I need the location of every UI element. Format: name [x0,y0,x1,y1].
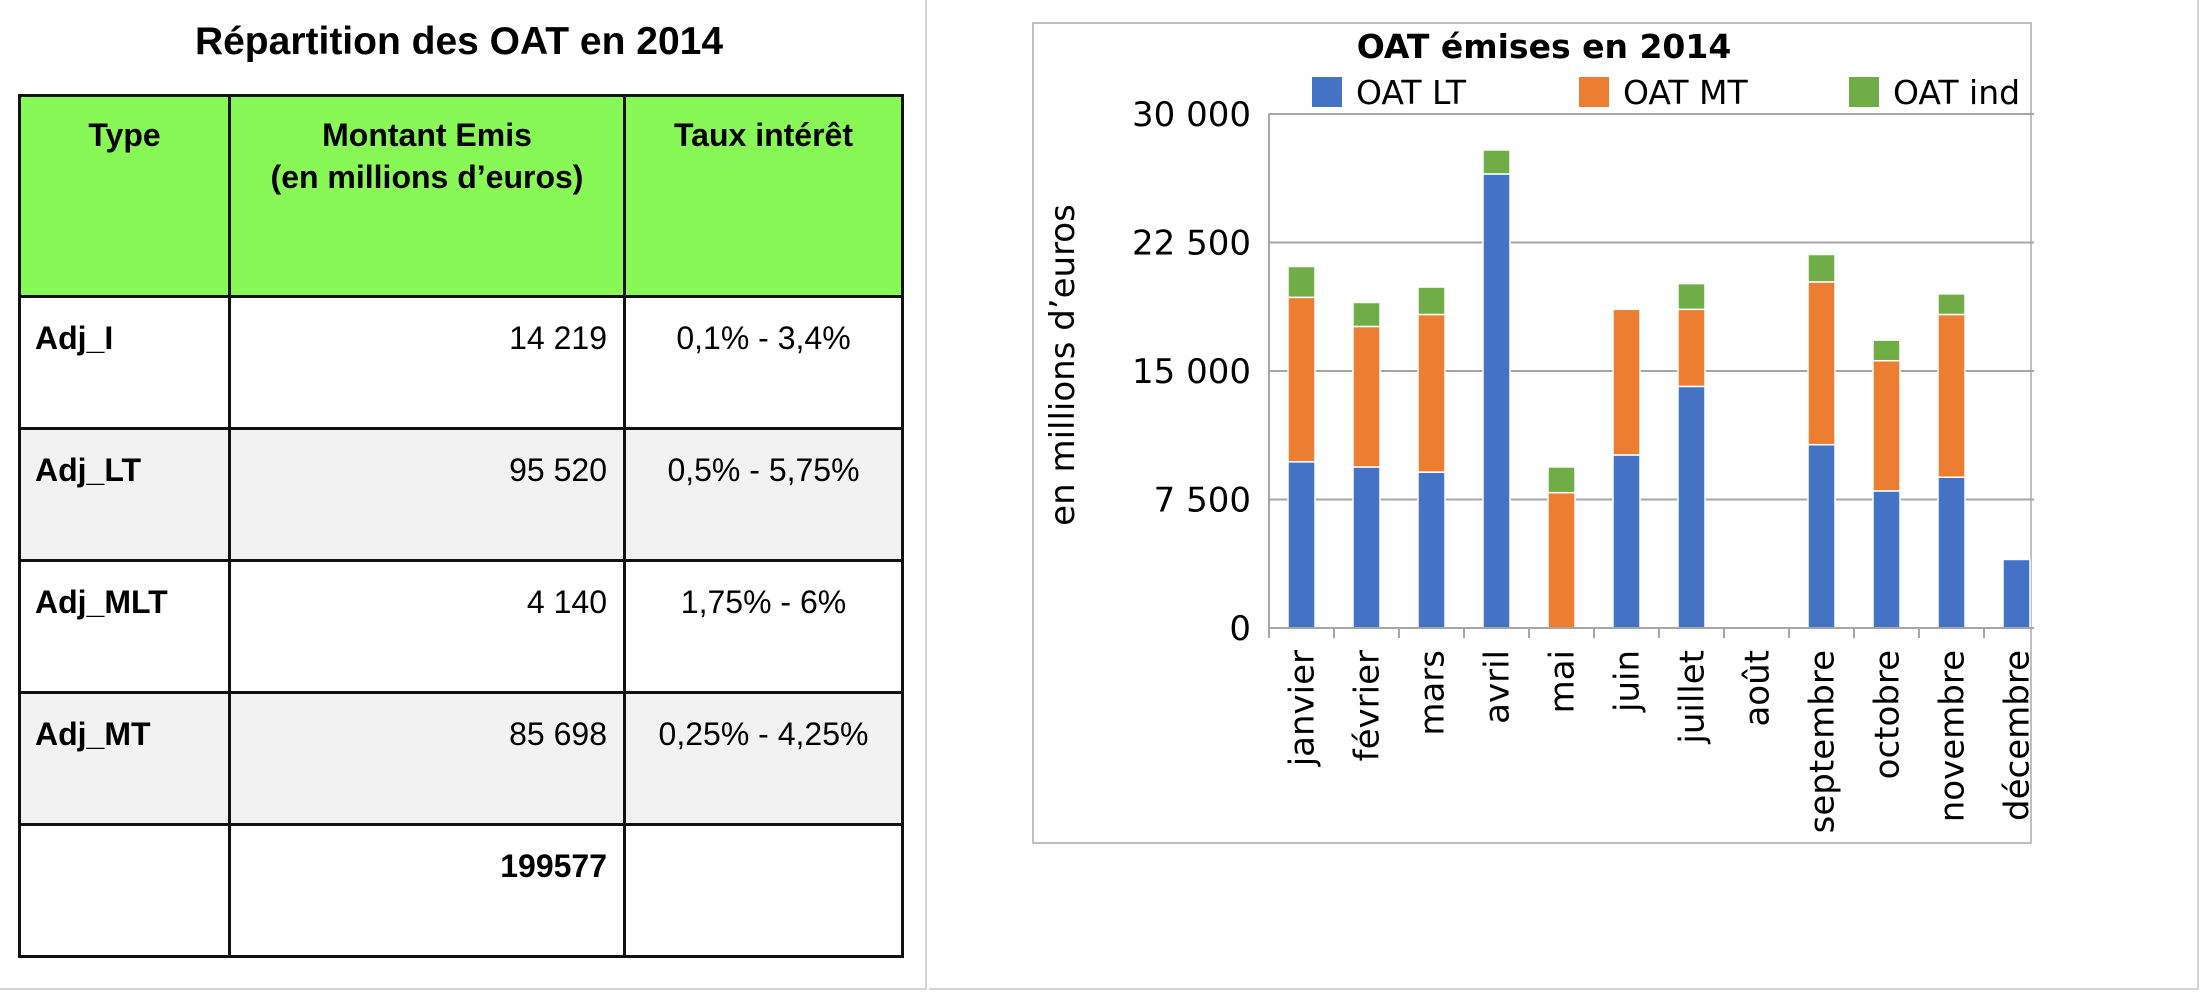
x-tick-label: décembre [1998,650,2035,821]
x-tick-label: octobre [1868,650,1908,779]
legend-label: OAT ind [1893,73,2020,112]
cell-total-rate [623,823,904,958]
x-tick-label: février [1348,650,1388,761]
bar-segment [1547,491,1576,629]
bar-segment [1937,293,1966,316]
x-tick-label: mars [1413,650,1453,736]
cell-rate: 1,75% - 6% [623,559,904,694]
chart-frame: OAT émises en 2014 OAT LT OAT MT OAT ind 0… [1032,22,2034,844]
y-tick-label: 15 000 [1132,352,1251,392]
cell-amount: 4 140 [228,559,626,694]
x-tick-label: juillet [1673,650,1713,745]
gridlines [1269,113,2034,501]
bar-segment [1807,443,1836,629]
cell-rate: 0,1% - 3,4% [623,295,904,430]
axes: 0 7 500 15 000 22 500 30 000 janvier février ma… [1132,95,2034,833]
legend-swatch [1312,77,1342,107]
bar-segment [1807,281,1836,446]
table-panel: Répartition des OAT en 2014 Type Montant… [0,0,927,990]
table-row: Adj_LT 95 520 0,5% - 5,75% [18,427,904,562]
x-tick-label: juin [1608,650,1648,713]
cell-rate: 0,5% - 5,75% [623,427,904,562]
y-tick-label: 7 500 [1154,481,1251,521]
cell-amount: 14 219 [228,295,626,430]
table-header-row: Type Montant Emis (en millions d’euros) … [18,94,904,298]
bar-segment [1677,308,1706,388]
legend-swatch [1849,77,1879,107]
x-tick-label: novembre [1933,650,1973,822]
cell-type: Adj_LT [18,427,231,562]
header-amount: Montant Emis (en millions d’euros) [228,94,626,298]
legend-label: OAT LT [1356,73,1467,112]
table-total-row: 199577 [18,823,904,958]
bar-segment [1482,173,1511,629]
cell-type: Adj_MT [18,691,231,826]
bar-segment [1547,466,1576,494]
cell-rate: 0,25% - 4,25% [623,691,904,826]
header-type: Type [18,94,231,298]
bar-segment [1677,282,1706,311]
legend: OAT LT OAT MT OAT ind [1312,73,2020,112]
table-row: Adj_MLT 4 140 1,75% - 6% [18,559,904,694]
x-tick-label: août [1738,650,1778,727]
bar-segment [1677,385,1706,629]
cell-total-type [18,823,231,958]
x-tick-label: janvier [1283,650,1323,767]
bar-segment [1807,253,1836,283]
bar-segment [1937,476,1966,629]
bar-segment [1872,490,1901,629]
header-amount-line1: Montant Emis [322,117,532,153]
chart-title: OAT émises en 2014 [1357,27,1732,66]
legend-label: OAT MT [1623,73,1749,112]
oat-table: Type Montant Emis (en millions d’euros) … [18,94,904,958]
bar-segment [1287,265,1316,299]
bar-segment [1352,325,1381,468]
bar-segment [1287,296,1316,463]
table-row: Adj_I 14 219 0,1% - 3,4% [18,295,904,430]
cell-type: Adj_I [18,295,231,430]
bar-segment [1287,461,1316,629]
bar-segment [1417,286,1446,316]
bar-segment [1872,359,1901,492]
header-amount-line2: (en millions d’euros) [270,158,584,195]
x-tick-label: avril [1478,650,1518,724]
y-tick-label: 0 [1229,609,1251,649]
chart-panel: OAT émises en 2014 OAT LT OAT MT OAT ind 0… [929,0,2199,990]
cell-amount: 95 520 [228,427,626,562]
bar-segment [1482,149,1511,175]
table-row: Adj_MT 85 698 0,25% - 4,25% [18,691,904,826]
cell-amount: 85 698 [228,691,626,826]
legend-swatch [1579,77,1609,107]
table-title: Répartition des OAT en 2014 [194,20,724,63]
bar-segment [1417,313,1446,473]
y-axis-label: en millions d’euros [1043,204,1083,526]
x-tick-label: mai [1543,650,1583,713]
header-rate: Taux intérêt [623,94,904,298]
x-tick-label: septembre [1803,650,1843,833]
bar-segment [1612,308,1641,456]
y-tick-label: 30 000 [1132,95,1251,135]
cell-total-amount: 199577 [228,823,626,958]
stacked-bar-chart: OAT émises en 2014 OAT LT OAT MT OAT ind 0… [1043,27,2034,833]
bar-segment [1352,466,1381,629]
bar-segment [1612,454,1641,629]
bar-segment [1872,339,1901,362]
bar-segment [2002,558,2031,629]
bar-segment [1937,313,1966,478]
bar-segment [1352,301,1381,328]
cell-type: Adj_MLT [18,559,231,694]
bars [1287,149,2031,629]
bar-segment [1417,471,1446,629]
y-tick-label: 22 500 [1132,224,1251,264]
